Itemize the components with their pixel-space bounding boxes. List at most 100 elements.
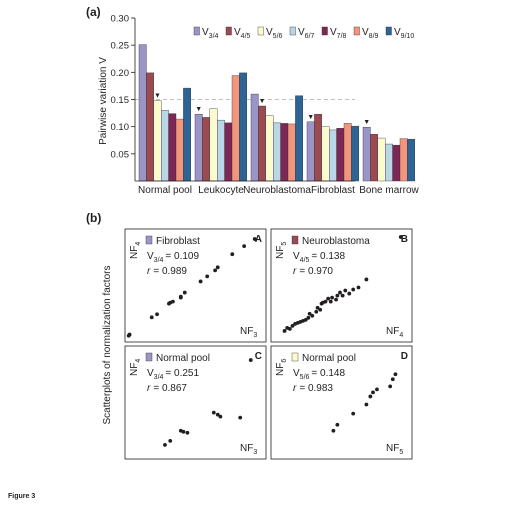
scatter-y-label-subscript: 6 [281,359,288,363]
bar-V8-9 [343,123,352,182]
scatter-x-label-base: NF [386,326,399,337]
bar-V3-4 [306,121,315,182]
figure-caption: Figure 3 [8,493,36,500]
bar-V4-5 [202,117,210,182]
scatter-point [351,411,356,416]
scatter-point [238,415,243,420]
scatter-point [315,305,320,310]
legend-swatch [225,26,232,36]
legend-swatch [385,26,392,36]
scatter-x-label-base: NF [386,443,399,454]
legend-swatch [193,26,200,36]
legend-label: V9/10 [394,27,414,40]
scatter-point [182,290,187,295]
scatter-point [306,315,311,320]
scatter-y-label: NF5 [275,242,288,259]
scatter-point [356,285,361,290]
scatter-legend-label: Normal pool [302,353,356,364]
scatter-point [282,329,287,333]
bar-V8-9 [399,138,408,182]
legend-label: V3/4 [202,27,219,40]
scatter-stat-v-base: V [293,251,300,262]
category-label: Neuroblastoma [243,185,311,196]
scatter-x-label-subscript: 5 [399,449,403,456]
scatter-legend-swatch [145,352,153,362]
scatter-point [303,317,308,322]
scatter-stat-r-symbol: r [147,266,151,277]
scatter-stat-r-symbol: r [147,383,151,394]
scatter-stat-v-subscript: 3/4 [154,374,164,381]
y-tick-label: 0.15 [111,95,130,106]
bar-V6-7 [160,110,169,182]
scatter-point [347,291,352,296]
y-tick-label: 0.05 [111,149,130,160]
scatter-point [318,307,323,312]
legend-label-subscript: 7/8 [337,33,347,40]
legend-label-base: V [362,27,369,38]
scatter-point [307,311,312,316]
scatter-stat-r: r = 0.989 [147,266,187,277]
y-tick-label: 0.30 [111,14,130,25]
legend-label-subscript: 9/10 [401,33,415,40]
scatter-y-label: NF4 [129,242,142,259]
bar-V8-9 [231,75,240,182]
scatter-point [213,268,218,273]
category-label: Bone marrow [359,185,419,196]
scatter-x-label-base: NF [240,443,253,454]
bar-V3-4 [138,44,147,182]
scatter-stat-r-value: = 0.989 [153,266,187,277]
bar-V4-5 [314,113,322,182]
scatter-stat-v-base: V [147,368,154,379]
scatter-point [375,387,379,392]
panel-frame [124,228,267,343]
legend-label-base: V [298,27,305,38]
bar-V5-6 [321,126,330,182]
scatter-point [340,293,345,298]
scatter-stat-v-value: = 0.109 [165,251,199,262]
scatter-point [163,443,167,447]
bar-V6-7 [273,122,281,182]
legend-label: V8/9 [362,27,379,40]
scatter-stat-v: V3/4 = 0.109 [147,251,199,264]
legend-label: V4/5 [234,27,251,40]
bar-V9-10 [407,138,415,182]
scatter-stat-r-symbol: r [293,383,297,394]
scatter-point [335,422,340,427]
scatter-point [393,372,398,377]
scatter-x-label: NF3 [240,326,257,339]
bar-V8-9 [287,123,296,182]
legend-swatch [353,26,360,36]
scatter-stat-v-base: V [293,368,300,379]
scatter-point [323,299,328,304]
bar-V4-5 [370,134,378,182]
scatter-x-label: NF3 [240,443,257,456]
scatter-point [205,274,210,279]
scatter-legend-label: Neuroblastoma [302,236,370,247]
category-label: Normal pool [138,185,192,196]
bar-V9-10 [351,125,359,182]
panel-letter: C [255,351,262,362]
panel-b-y-axis-label: Scatterplots of normalization factors [102,266,113,425]
bar-V6-7 [216,119,225,182]
scatter-x-label: NF4 [386,326,403,339]
scatter-point [290,324,295,328]
scatter-stat-v-value: = 0.251 [165,368,199,379]
scatter-point [170,299,175,304]
scatter-point [343,288,348,293]
scatter-y-label-subscript: 4 [135,359,142,363]
scatter-stat-r: r = 0.867 [147,383,187,394]
scatter-x-label-subscript: 3 [253,332,257,339]
bar-V9-10 [295,95,303,182]
bar-V5-6 [209,108,218,182]
scatter-y-label-subscript: 4 [135,242,142,246]
panel-a-y-axis: 0.30 0.25 0.20 0.15 0.10 0.05 [111,14,135,160]
scatter-stat-v-value: = 0.138 [311,251,345,262]
panel-a-legend: V3/4 V4/5 V5/6 V6/7 V7/8 V8/9 V9/10 [193,26,414,40]
scatter-stat-v-subscript: 3/4 [154,257,164,264]
scatter-x-label-subscript: 4 [399,332,403,339]
scatter-y-label-base: NF [129,246,140,259]
scatter-point [398,235,403,239]
